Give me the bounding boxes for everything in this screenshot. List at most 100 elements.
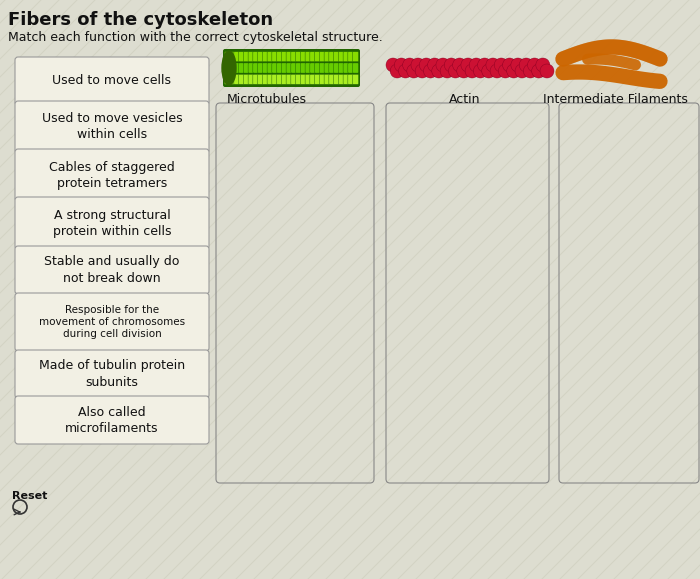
FancyBboxPatch shape bbox=[291, 52, 297, 62]
Circle shape bbox=[415, 64, 429, 78]
FancyBboxPatch shape bbox=[324, 63, 330, 73]
FancyBboxPatch shape bbox=[281, 63, 288, 73]
FancyBboxPatch shape bbox=[15, 149, 209, 201]
Circle shape bbox=[386, 58, 400, 72]
FancyBboxPatch shape bbox=[338, 74, 344, 85]
Circle shape bbox=[428, 58, 442, 72]
FancyBboxPatch shape bbox=[15, 246, 209, 294]
FancyBboxPatch shape bbox=[329, 63, 335, 73]
FancyBboxPatch shape bbox=[244, 63, 249, 73]
FancyBboxPatch shape bbox=[343, 63, 349, 73]
FancyBboxPatch shape bbox=[248, 52, 254, 62]
Circle shape bbox=[444, 58, 458, 72]
FancyBboxPatch shape bbox=[305, 63, 311, 73]
Text: Resposible for the
movement of chromosomes
during cell division: Resposible for the movement of chromosom… bbox=[39, 305, 185, 339]
FancyBboxPatch shape bbox=[291, 74, 297, 85]
FancyBboxPatch shape bbox=[348, 52, 354, 62]
FancyBboxPatch shape bbox=[291, 63, 297, 73]
FancyBboxPatch shape bbox=[310, 52, 316, 62]
FancyBboxPatch shape bbox=[229, 52, 235, 62]
FancyBboxPatch shape bbox=[353, 52, 358, 62]
FancyBboxPatch shape bbox=[15, 350, 209, 398]
FancyBboxPatch shape bbox=[338, 63, 344, 73]
FancyBboxPatch shape bbox=[253, 74, 259, 85]
FancyBboxPatch shape bbox=[329, 52, 335, 62]
FancyBboxPatch shape bbox=[276, 63, 283, 73]
FancyBboxPatch shape bbox=[353, 74, 358, 85]
Circle shape bbox=[503, 58, 517, 72]
FancyBboxPatch shape bbox=[262, 52, 268, 62]
Circle shape bbox=[402, 58, 416, 72]
FancyBboxPatch shape bbox=[15, 101, 209, 153]
Circle shape bbox=[394, 58, 408, 72]
Circle shape bbox=[436, 58, 450, 72]
FancyBboxPatch shape bbox=[314, 74, 321, 85]
Text: Intermediate Filaments: Intermediate Filaments bbox=[542, 93, 687, 106]
FancyBboxPatch shape bbox=[310, 63, 316, 73]
Circle shape bbox=[532, 64, 546, 78]
Circle shape bbox=[424, 64, 438, 78]
Text: Used to move vesicles
within cells: Used to move vesicles within cells bbox=[42, 112, 182, 141]
FancyBboxPatch shape bbox=[276, 74, 283, 85]
Ellipse shape bbox=[222, 51, 236, 85]
FancyBboxPatch shape bbox=[223, 49, 360, 87]
Circle shape bbox=[398, 64, 412, 78]
FancyBboxPatch shape bbox=[267, 74, 273, 85]
FancyBboxPatch shape bbox=[300, 52, 307, 62]
FancyBboxPatch shape bbox=[324, 74, 330, 85]
FancyBboxPatch shape bbox=[267, 63, 273, 73]
FancyBboxPatch shape bbox=[258, 63, 264, 73]
FancyBboxPatch shape bbox=[258, 74, 264, 85]
FancyBboxPatch shape bbox=[267, 52, 273, 62]
Circle shape bbox=[390, 64, 404, 78]
FancyBboxPatch shape bbox=[314, 52, 321, 62]
FancyBboxPatch shape bbox=[329, 74, 335, 85]
FancyBboxPatch shape bbox=[338, 52, 344, 62]
Circle shape bbox=[507, 64, 521, 78]
Circle shape bbox=[511, 58, 525, 72]
FancyBboxPatch shape bbox=[300, 74, 307, 85]
FancyBboxPatch shape bbox=[319, 52, 326, 62]
FancyBboxPatch shape bbox=[253, 52, 259, 62]
FancyBboxPatch shape bbox=[295, 63, 302, 73]
Circle shape bbox=[498, 64, 512, 78]
Text: Match each function with the correct cytoskeletal structure.: Match each function with the correct cyt… bbox=[8, 31, 383, 44]
FancyBboxPatch shape bbox=[225, 63, 230, 73]
FancyBboxPatch shape bbox=[319, 63, 326, 73]
FancyBboxPatch shape bbox=[234, 52, 240, 62]
Text: Made of tubulin protein
subunits: Made of tubulin protein subunits bbox=[39, 360, 185, 389]
Circle shape bbox=[482, 64, 496, 78]
FancyBboxPatch shape bbox=[225, 74, 230, 85]
FancyBboxPatch shape bbox=[295, 52, 302, 62]
FancyBboxPatch shape bbox=[15, 197, 209, 249]
FancyBboxPatch shape bbox=[276, 52, 283, 62]
Circle shape bbox=[432, 64, 446, 78]
FancyBboxPatch shape bbox=[348, 63, 354, 73]
FancyBboxPatch shape bbox=[286, 52, 292, 62]
Circle shape bbox=[486, 58, 500, 72]
FancyBboxPatch shape bbox=[272, 52, 278, 62]
Text: Microtubules: Microtubules bbox=[227, 93, 307, 106]
FancyBboxPatch shape bbox=[286, 63, 292, 73]
Text: Also called
microfilaments: Also called microfilaments bbox=[65, 405, 159, 434]
FancyBboxPatch shape bbox=[348, 74, 354, 85]
FancyBboxPatch shape bbox=[239, 52, 244, 62]
FancyBboxPatch shape bbox=[343, 52, 349, 62]
Text: A strong structural
protein within cells: A strong structural protein within cells bbox=[52, 208, 172, 237]
FancyBboxPatch shape bbox=[319, 74, 326, 85]
FancyBboxPatch shape bbox=[295, 74, 302, 85]
FancyBboxPatch shape bbox=[334, 63, 340, 73]
Circle shape bbox=[528, 58, 542, 72]
Text: Fibers of the cytoskeleton: Fibers of the cytoskeleton bbox=[8, 11, 273, 29]
FancyBboxPatch shape bbox=[225, 52, 230, 62]
FancyBboxPatch shape bbox=[239, 74, 244, 85]
FancyBboxPatch shape bbox=[334, 52, 340, 62]
Text: Reset: Reset bbox=[12, 491, 48, 501]
Circle shape bbox=[519, 58, 533, 72]
Text: Cables of staggered
protein tetramers: Cables of staggered protein tetramers bbox=[49, 160, 175, 189]
FancyBboxPatch shape bbox=[244, 74, 249, 85]
FancyBboxPatch shape bbox=[248, 63, 254, 73]
Circle shape bbox=[407, 64, 421, 78]
Circle shape bbox=[461, 58, 475, 72]
FancyBboxPatch shape bbox=[253, 63, 259, 73]
